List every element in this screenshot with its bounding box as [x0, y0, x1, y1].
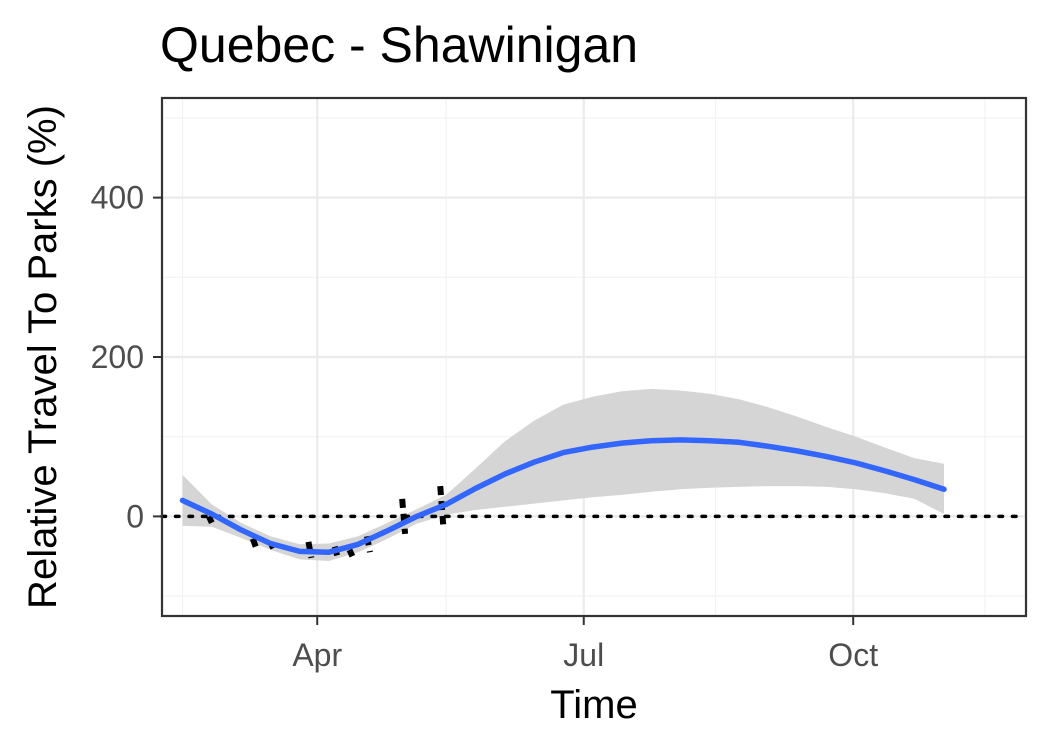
- x-axis-title: Time: [550, 683, 637, 727]
- plot-panel: [160, 96, 1028, 618]
- x-axis: Apr Jul Oct: [292, 616, 878, 673]
- observation-segment: [399, 498, 409, 535]
- y-tick-label: 0: [126, 498, 144, 534]
- observation-segment: [249, 537, 259, 548]
- y-tick-label: 200: [91, 339, 144, 375]
- observation-segment: [206, 515, 215, 525]
- chart-title: Quebec - Shawinigan: [160, 17, 638, 73]
- smooth-trend-line: [179, 437, 947, 555]
- x-tick-label: Oct: [828, 637, 878, 673]
- confidence-ribbon: [182, 388, 944, 561]
- y-tick-label: 400: [91, 180, 144, 216]
- y-axis-title: Relative Travel To Parks (%): [21, 105, 65, 609]
- y-axis: 0 200 400: [91, 180, 162, 534]
- observation-segment: [346, 548, 356, 558]
- grid: [162, 98, 1026, 616]
- x-tick-label: Jul: [563, 637, 604, 673]
- x-tick-label: Apr: [292, 637, 342, 673]
